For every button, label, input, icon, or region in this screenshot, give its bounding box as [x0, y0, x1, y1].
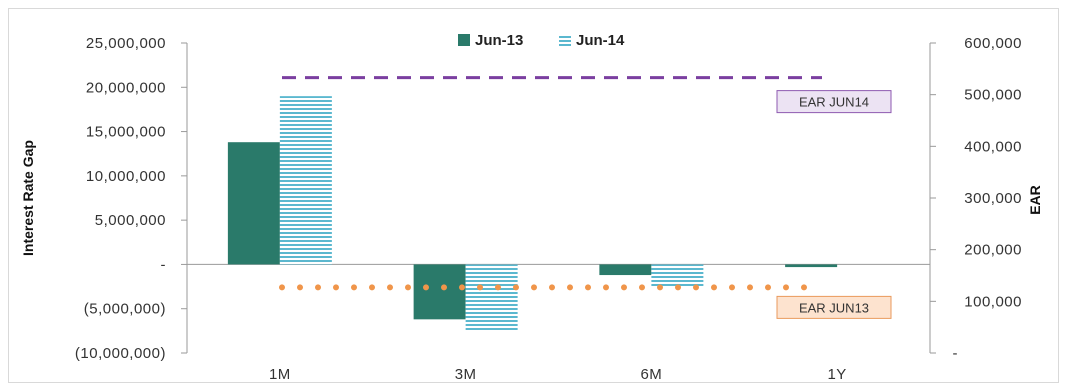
y-right-tick-label: 500,000 [964, 87, 1022, 104]
y-right-tick-label: - [953, 345, 959, 362]
bar-jun-14 [465, 264, 518, 331]
y-right-tick-label: 400,000 [964, 138, 1022, 155]
legend-swatch-jun-13 [458, 34, 470, 46]
chart-frame [8, 8, 1059, 383]
y-right-tick-label: 300,000 [964, 190, 1022, 207]
legend-swatch-jun-14 [559, 34, 571, 46]
y-left-tick-label: 10,000,000 [86, 168, 166, 185]
ref-label-ear-jun13: EAR JUN13 [799, 300, 869, 315]
bar-jun-13 [413, 264, 466, 320]
y-left-tick-label: 5,000,000 [95, 212, 166, 229]
bar-jun-13 [227, 142, 280, 265]
ref-label-box-ear-jun13 [776, 295, 892, 319]
y-left-tick-label: 20,000,000 [86, 79, 166, 96]
y-right-tick-label: 600,000 [964, 35, 1022, 52]
ref-label-ear-jun14: EAR JUN14 [799, 95, 869, 110]
y-left-tick-label: - [161, 256, 167, 273]
y-right-tick-label: 100,000 [964, 293, 1022, 310]
y-left-tick-label: 25,000,000 [86, 35, 166, 52]
y-right-axis-title: EAR [1027, 185, 1043, 215]
bar-jun-14 [651, 264, 704, 288]
bar-jun-13 [599, 264, 652, 276]
y-left-axis-title: Interest Rate Gap [20, 140, 36, 256]
ref-label-box-ear-jun14 [776, 90, 892, 114]
legend-label-jun-14: Jun-14 [576, 32, 625, 49]
bar-jun-14 [279, 96, 332, 265]
y-left-tick-label: (10,000,000) [75, 345, 166, 362]
x-tick-label: 1Y [827, 366, 846, 383]
legend-label-jun-13: Jun-13 [475, 32, 523, 49]
y-left-tick-label: (5,000,000) [84, 301, 166, 318]
x-tick-label: 3M [455, 366, 477, 383]
x-tick-label: 1M [269, 366, 291, 383]
x-tick-label: 6M [640, 366, 662, 383]
y-right-tick-label: 200,000 [964, 242, 1022, 259]
bar-jun-13 [785, 264, 838, 268]
y-left-tick-label: 15,000,000 [86, 124, 166, 141]
